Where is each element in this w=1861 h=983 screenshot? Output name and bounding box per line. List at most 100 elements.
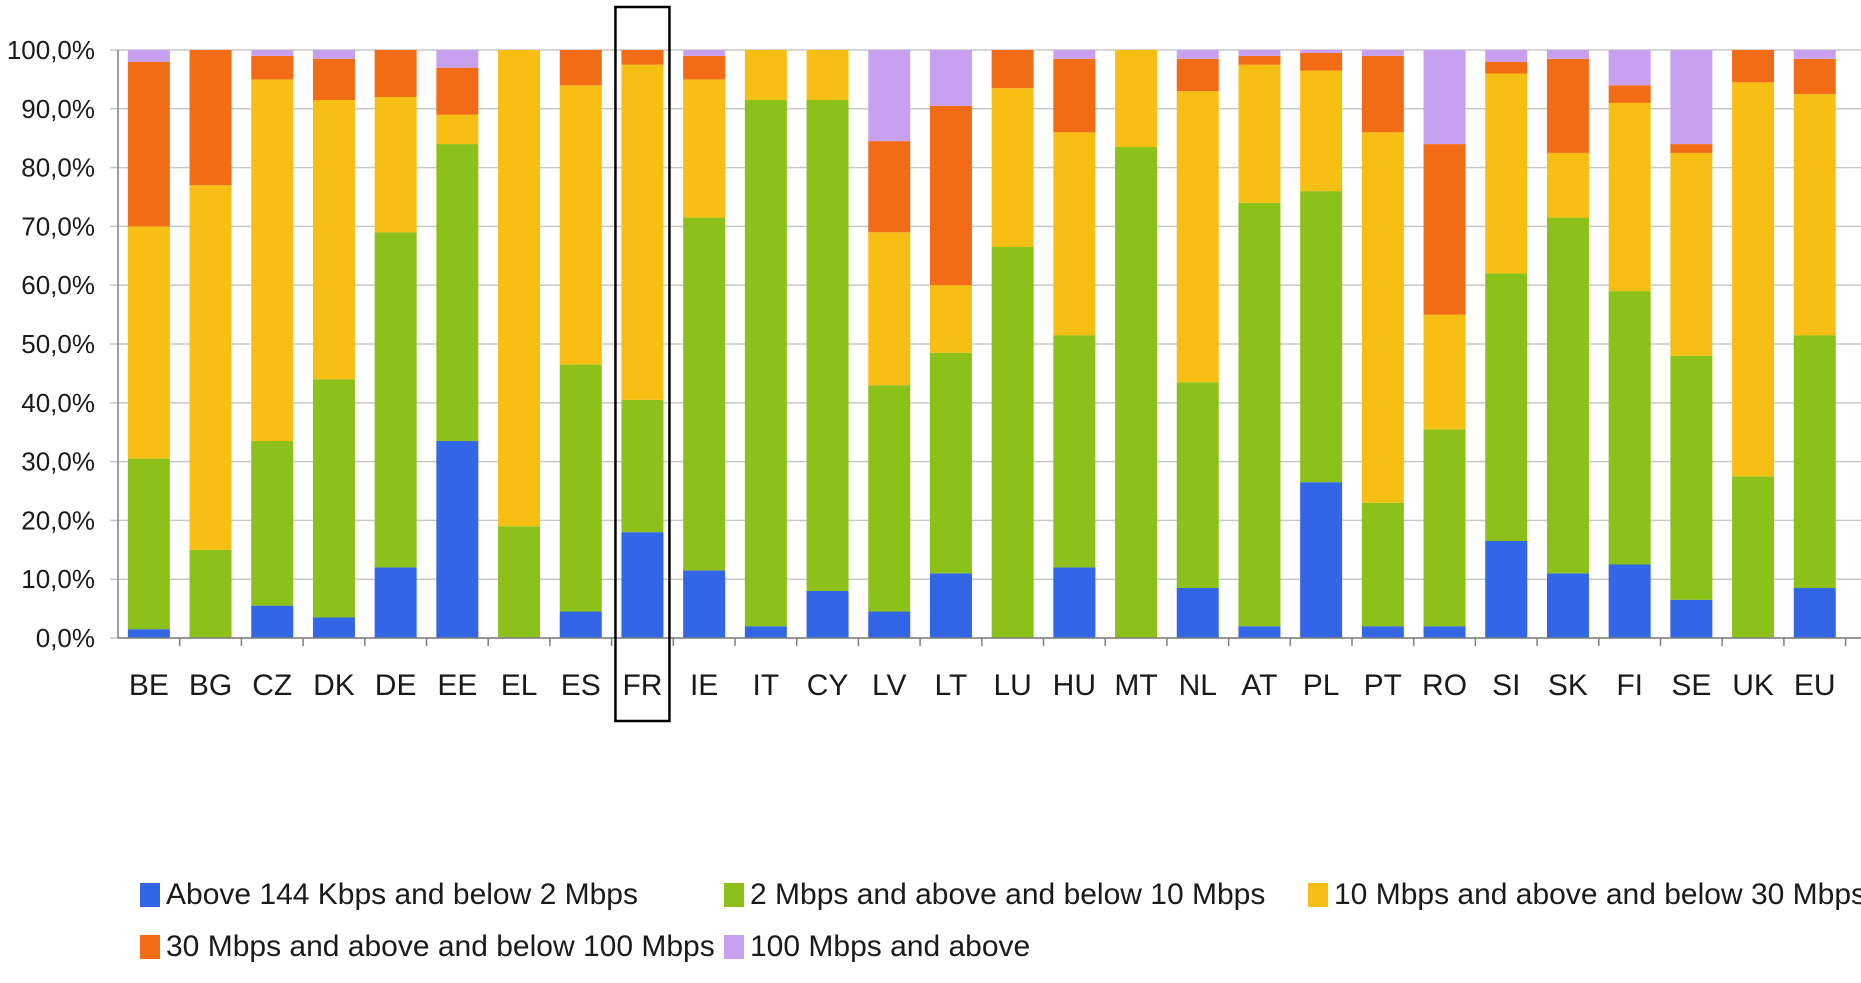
legend-item: Above 144 Kbps and below 2 Mbps [140,878,638,912]
x-tick-labels: BE BG CZ DK DE EE EL ES FR IE IT CY LV LT LU HU MT NL AT PL… [129,669,1836,702]
bar-segment [189,50,232,186]
legend-swatch [724,935,744,959]
bar-segment [251,79,294,442]
bar-segment [312,58,355,100]
x-tick-label: FR [622,669,662,702]
bar-segment [1670,144,1713,153]
bar-segment [683,79,726,218]
bar-segment [1176,382,1219,589]
x-tick-label: ES [561,669,601,702]
bar-segment [1176,91,1219,383]
bar-segment [1793,50,1836,59]
bar-segment [1546,50,1589,59]
bar-segment [1485,540,1528,638]
legend-item: 30 Mbps and above and below 100 Mbps [140,930,715,964]
bar-segment [1053,335,1096,568]
bar-segment [1361,132,1404,503]
legend-swatch [140,935,160,959]
bar-segment [1608,50,1651,86]
bar-segment [806,50,849,100]
bar-stack-it [744,50,787,638]
bar-segment [1238,50,1281,56]
bar-segment [806,99,849,591]
legend: Above 144 Kbps and below 2 Mbps 2 Mbps a… [140,878,1861,983]
bar-stack-el [498,50,541,638]
bar-stack-dk [312,50,355,638]
axes [117,50,1861,646]
bar-segment [1300,52,1343,71]
bar-stack-fr [621,50,664,638]
bar-segment [312,617,355,638]
bar-segment [127,61,170,227]
bar-stack-pl [1300,50,1343,638]
bar-segment [1300,70,1343,192]
bar-stack-pt [1361,50,1404,638]
bar-segment [559,50,602,86]
bar-segment [1300,482,1343,638]
y-tick-label: 10,0% [21,564,95,594]
bar-segment [868,50,911,142]
bar-stack-be [127,50,170,638]
bar-segment [621,64,664,400]
bar-segment [1732,476,1775,638]
x-tick-label: EL [501,669,538,702]
bar-segment [683,570,726,638]
bar-segment [189,549,232,638]
bar-segment [1793,335,1836,589]
bar-segment [374,50,417,98]
bar-stack-si [1485,50,1528,638]
bar-segment [1546,58,1589,153]
bar-segment [1608,564,1651,638]
bar-segment [312,50,355,59]
bar-stack-fi [1608,50,1651,638]
bar-segment [1361,50,1404,56]
bar-segment [683,55,726,80]
x-tick-label: BG [189,669,232,702]
x-tick-label: CY [807,669,849,702]
bar-segment [868,232,911,386]
bar-stack-eu [1793,50,1836,638]
bar-segment [683,217,726,571]
x-tick-label: BE [129,669,169,702]
bar-segment [621,532,664,638]
x-tick-label: PL [1303,669,1340,702]
bar-segment [559,85,602,365]
bar-segment [559,364,602,612]
y-tick-label: 60,0% [21,270,95,300]
bar-segment [929,105,972,286]
bar-segment [868,611,911,638]
bar-segment [929,50,972,106]
bar-segment [991,88,1034,247]
bar-segment [621,50,664,65]
bar-segment [1053,50,1096,59]
bar-stack-ee [436,50,479,638]
x-tick-label: PT [1364,669,1402,702]
bar-stack-lv [868,50,911,638]
bar-segment [744,99,787,627]
legend-item: 10 Mbps and above and below 30 Mbps [1308,878,1861,912]
bar-segment [1485,73,1528,274]
bar-segment [1670,355,1713,600]
bar-segment [1670,152,1713,356]
x-tick-label: FI [1616,669,1643,702]
y-tick-label: 90,0% [21,94,95,124]
bar-stack-lt [929,50,972,638]
legend-label: 2 Mbps and above and below 10 Mbps [750,878,1266,911]
bar-segment [1546,217,1589,574]
bar-stack-sk [1546,50,1589,638]
bar-segment [251,50,294,56]
x-tick-label: SK [1548,669,1588,702]
bar-segment [127,458,170,630]
bar-segment [1485,273,1528,541]
legend-label: 10 Mbps and above and below 30 Mbps [1334,878,1861,911]
bar-segment [374,567,417,638]
bar-segment [436,441,479,638]
bar-segment [312,379,355,618]
x-tick-label: IE [690,669,718,702]
bars-group [127,50,1836,639]
bar-segment [127,50,170,62]
bar-segment [559,611,602,638]
x-tick-label: AT [1241,669,1277,702]
x-tick-label: EE [437,669,477,702]
y-tick-label: 70,0% [21,211,95,241]
